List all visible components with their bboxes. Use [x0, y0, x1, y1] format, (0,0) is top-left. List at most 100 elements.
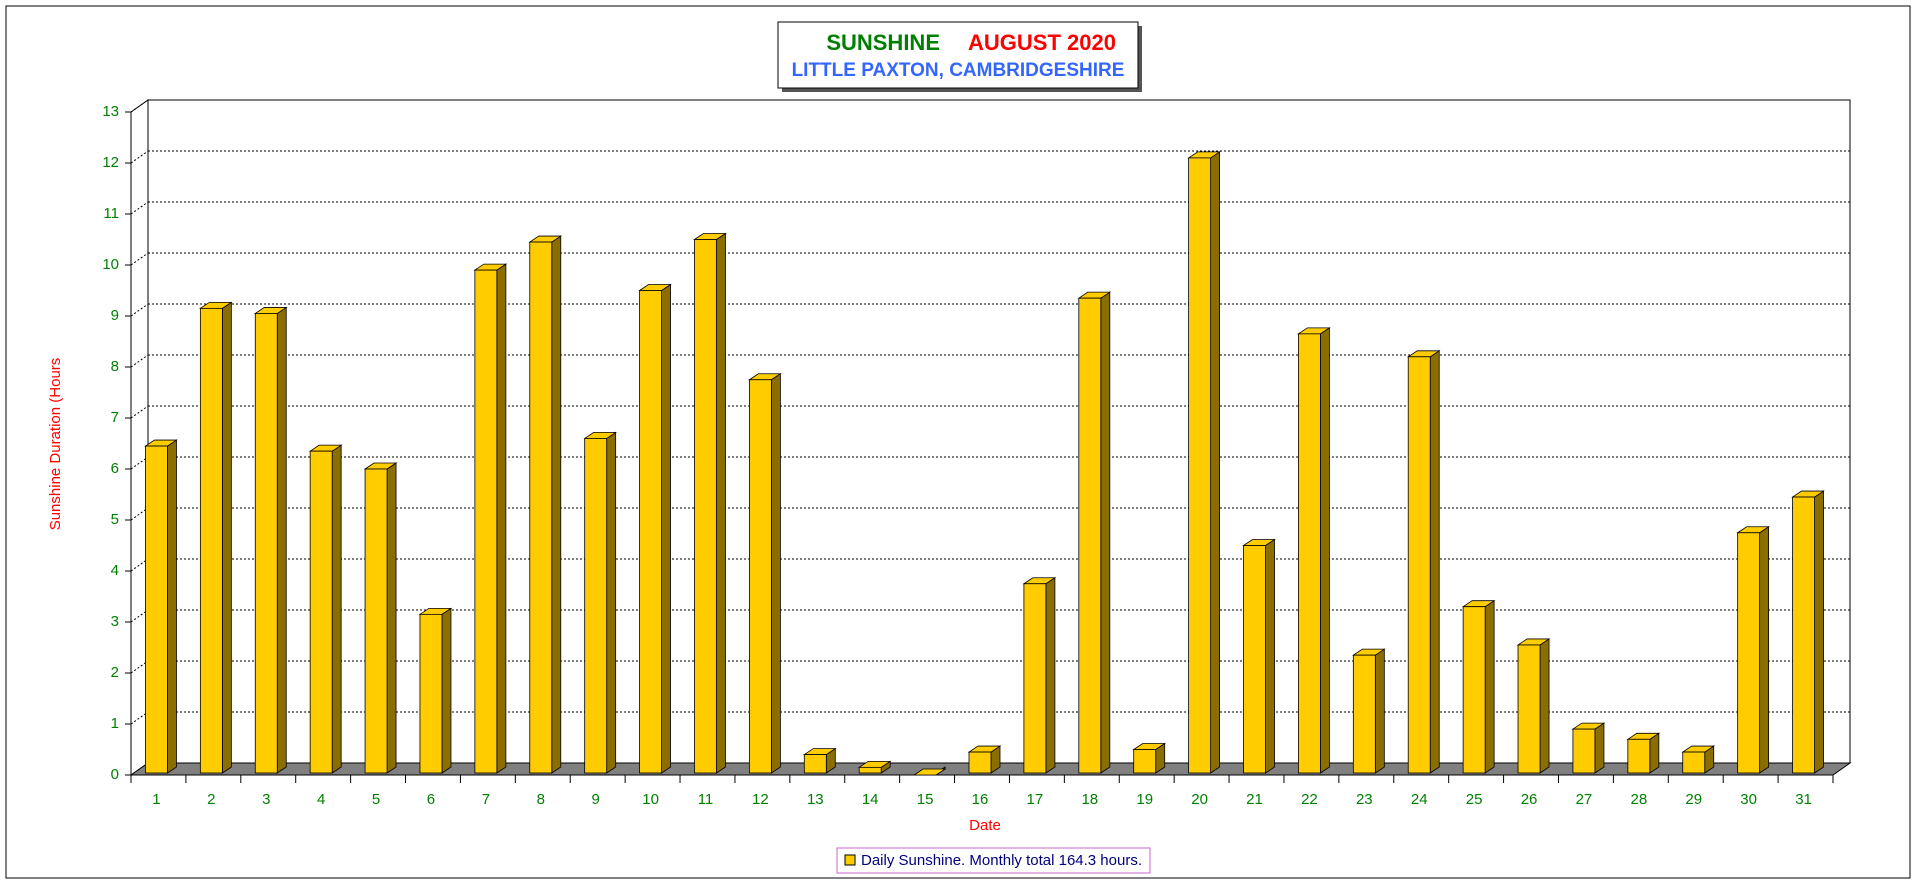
y-tick-label: 11: [103, 205, 119, 222]
bar-side: [1429, 350, 1440, 774]
bar: [419, 613, 443, 774]
y-tick-label: 13: [102, 103, 119, 120]
bar-side: [1594, 722, 1605, 774]
x-tick-label: 11: [698, 791, 714, 808]
x-tick-label: 26: [1521, 791, 1538, 808]
x-tick-label: 16: [972, 791, 989, 808]
bar-side: [1374, 648, 1385, 774]
y-tick-label: 2: [111, 664, 119, 681]
bar-side: [496, 263, 507, 774]
bar: [364, 468, 388, 774]
x-tick-label: 18: [1081, 791, 1098, 808]
bar: [1682, 751, 1706, 774]
x-tick-label: 6: [427, 791, 435, 808]
y-tick-label: 8: [111, 358, 119, 375]
bar: [1627, 738, 1651, 774]
x-tick-label: 24: [1411, 791, 1428, 808]
x-tick-label: 14: [862, 791, 879, 808]
grid-line: [130, 150, 149, 164]
y-tick-label: 12: [102, 154, 119, 171]
bar-side: [716, 232, 726, 774]
y-tick-label: 6: [111, 460, 119, 477]
bar-side: [221, 301, 232, 774]
y-tick-label: 0: [111, 766, 119, 783]
x-tick-label: 12: [752, 791, 769, 808]
chart-title: SUNSHINE: [826, 30, 940, 55]
x-tick-label: 22: [1301, 791, 1318, 808]
grid-line: [130, 252, 149, 266]
bar: [474, 269, 498, 774]
bar: [639, 290, 662, 774]
bar-side: [1539, 638, 1550, 774]
y-tick-label: 7: [111, 409, 119, 426]
bar-side: [331, 444, 342, 774]
bar-side: [606, 431, 617, 774]
bar: [529, 241, 553, 774]
bar: [1023, 583, 1047, 774]
x-tick-label: 8: [537, 791, 545, 808]
y-tick-label: 9: [111, 307, 119, 324]
y-tick-label: 5: [111, 511, 119, 528]
bar: [199, 307, 223, 774]
x-tick-label: 9: [592, 791, 600, 808]
bar-side: [770, 373, 781, 774]
bar-side: [1210, 151, 1221, 774]
bar: [694, 239, 717, 774]
bar: [1737, 532, 1761, 774]
x-axis-label: Date: [969, 817, 1001, 834]
bar-side: [276, 306, 287, 774]
bar: [803, 754, 827, 774]
bar-side: [1265, 538, 1275, 774]
y-tick-label: 1: [111, 715, 119, 732]
bar: [1407, 356, 1431, 774]
y-tick-label: 3: [111, 613, 119, 630]
x-tick-label: 5: [372, 791, 380, 808]
x-tick-label: 21: [1246, 791, 1263, 808]
legend-label: Daily Sunshine. Monthly total 164.3 hour…: [861, 852, 1142, 869]
bar: [584, 437, 608, 774]
grid-line: [130, 201, 149, 215]
bar-side: [1320, 327, 1330, 774]
x-tick-label: 25: [1466, 791, 1483, 808]
bar-side: [1759, 526, 1770, 774]
bar: [1792, 496, 1815, 774]
legend-swatch: [844, 854, 856, 866]
x-tick-label: 29: [1685, 791, 1702, 808]
x-tick-label: 3: [262, 791, 270, 808]
x-tick-label: 27: [1576, 791, 1593, 808]
bar-side: [386, 462, 397, 774]
x-tick-label: 7: [482, 791, 490, 808]
grid-line: [130, 354, 149, 368]
bar-side: [1100, 291, 1111, 774]
bar-top: [912, 768, 947, 776]
bar-side: [1814, 490, 1824, 774]
bar: [254, 313, 278, 774]
x-tick-label: 15: [917, 791, 934, 808]
bar: [748, 379, 772, 774]
x-tick-label: 30: [1740, 791, 1757, 808]
bar-side: [1484, 599, 1495, 774]
bar: [1243, 545, 1266, 774]
x-tick-label: 13: [807, 791, 824, 808]
y-tick-label: 10: [102, 256, 119, 273]
bar: [1298, 333, 1321, 774]
grid-line: [130, 303, 149, 317]
bar: [309, 450, 333, 774]
x-tick-label: 1: [152, 791, 160, 808]
bar-side: [441, 607, 452, 774]
bar: [1572, 728, 1596, 774]
x-tick-label: 31: [1795, 791, 1812, 808]
bar-side: [167, 439, 177, 774]
bar: [858, 766, 882, 774]
bar: [968, 751, 992, 774]
bar: [1078, 297, 1102, 774]
y-tick-label: 4: [111, 562, 119, 579]
x-tick-label: 4: [317, 791, 325, 808]
bar: [145, 445, 168, 774]
bar-side: [661, 283, 671, 774]
x-tick-label: 17: [1027, 791, 1044, 808]
grid-line: [130, 99, 149, 113]
chart-title-period: AUGUST 2020: [968, 30, 1116, 55]
bar-side: [1045, 577, 1056, 774]
